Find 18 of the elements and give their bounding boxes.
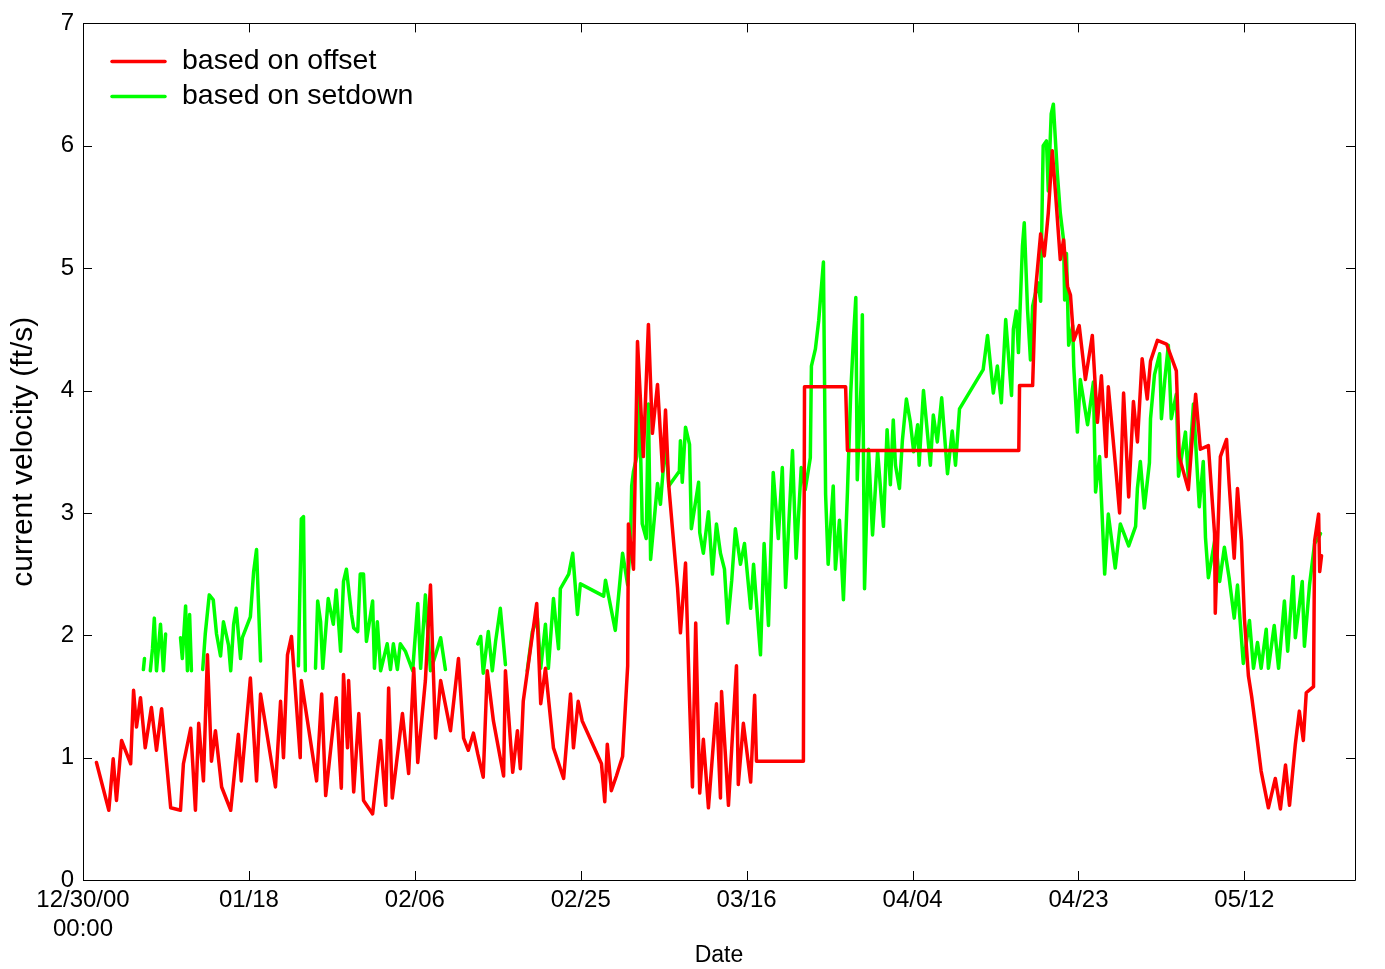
legend-label: based on setdown [182, 78, 414, 111]
y-axis-title: current velocity (ft/s) [5, 316, 39, 587]
y-tick-label: 6 [60, 130, 74, 158]
x-tick-label: 01/18 [218, 885, 279, 913]
y-tick-label: 3 [60, 497, 74, 525]
y-tick-label: 1 [60, 742, 74, 770]
y-tick-label: 4 [60, 375, 74, 403]
x-tick-label: 05/12 [1214, 885, 1275, 913]
y-tick-label: 7 [60, 8, 74, 36]
legend-label: based on offset [182, 43, 377, 76]
x-tick-label: 04/23 [1048, 885, 1109, 913]
x-tick-label: 03/16 [716, 885, 777, 913]
x-tick-label: 04/04 [882, 885, 943, 913]
x-axis-title: Date [694, 940, 744, 967]
x-tick-label: 02/06 [384, 885, 445, 913]
x-tick-label: 02/25 [550, 885, 611, 913]
y-tick-label: 2 [60, 619, 74, 647]
y-tick-label: 5 [60, 252, 74, 280]
